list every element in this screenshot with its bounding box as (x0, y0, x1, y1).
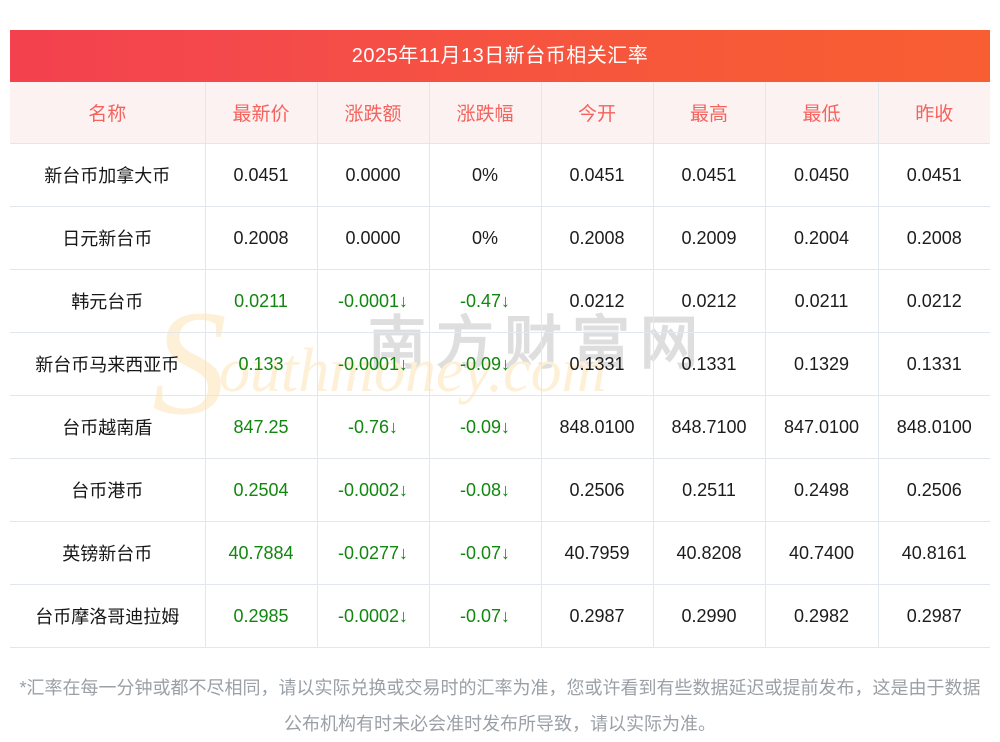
cell-high: 0.2990 (653, 584, 766, 648)
table-row[interactable]: 新台币马来西亚币 0.133 -0.0001↓ -0.09↓ 0.1331 0.… (10, 332, 990, 396)
cell-open: 0.2008 (541, 206, 654, 270)
cell-change: -0.0277↓ (317, 521, 430, 585)
cell-change-pct: -0.47↓ (429, 269, 542, 333)
cell-high: 0.2511 (653, 458, 766, 522)
table-row[interactable]: 台币港币 0.2504 -0.0002↓ -0.08↓ 0.2506 0.251… (10, 458, 990, 522)
column-header-open[interactable]: 今开 (541, 82, 654, 144)
cell-last-price: 0.2008 (205, 206, 318, 270)
cell-low: 847.0100 (765, 395, 879, 459)
cell-change-pct: -0.09↓ (429, 395, 542, 459)
cell-open: 0.0212 (541, 269, 654, 333)
table-row[interactable]: 韩元台币 0.0211 -0.0001↓ -0.47↓ 0.0212 0.021… (10, 269, 990, 333)
cell-open: 0.1331 (541, 332, 654, 396)
cell-last-price: 847.25 (205, 395, 318, 459)
cell-change: -0.0002↓ (317, 584, 430, 648)
cell-change: -0.0002↓ (317, 458, 430, 522)
cell-last-price: 0.0211 (205, 269, 318, 333)
column-header-low[interactable]: 最低 (765, 82, 879, 144)
cell-change-pct: -0.09↓ (429, 332, 542, 396)
cell-change: 0.0000 (317, 143, 430, 207)
cell-last-price: 0.2504 (205, 458, 318, 522)
cell-change-pct: -0.08↓ (429, 458, 542, 522)
cell-low: 0.2004 (765, 206, 879, 270)
cell-currency-name: 台币越南盾 (10, 395, 206, 459)
cell-low: 40.7400 (765, 521, 879, 585)
cell-low: 0.0450 (765, 143, 879, 207)
cell-currency-name: 韩元台币 (10, 269, 206, 333)
column-header-prev-close[interactable]: 昨收 (878, 82, 990, 144)
cell-low: 0.1329 (765, 332, 879, 396)
cell-prev-close: 0.1331 (878, 332, 990, 396)
cell-high: 0.0212 (653, 269, 766, 333)
exchange-rate-table: 名称 最新价 涨跌额 涨跌幅 今开 最高 最低 昨收 新台币加拿大币 0.045… (10, 82, 990, 648)
cell-high: 0.2009 (653, 206, 766, 270)
cell-change-pct: 0% (429, 143, 542, 207)
table-row[interactable]: 台币越南盾 847.25 -0.76↓ -0.09↓ 848.0100 848.… (10, 395, 990, 459)
page-title: 2025年11月13日新台币相关汇率 (10, 30, 990, 82)
cell-open: 848.0100 (541, 395, 654, 459)
column-header-change[interactable]: 涨跌额 (317, 82, 430, 144)
cell-currency-name: 台币摩洛哥迪拉姆 (10, 584, 206, 648)
cell-open: 0.2506 (541, 458, 654, 522)
table-row[interactable]: 日元新台币 0.2008 0.0000 0% 0.2008 0.2009 0.2… (10, 206, 990, 270)
cell-change: 0.0000 (317, 206, 430, 270)
cell-last-price: 0.133 (205, 332, 318, 396)
cell-high: 40.8208 (653, 521, 766, 585)
cell-change-pct: 0% (429, 206, 542, 270)
cell-low: 0.2982 (765, 584, 879, 648)
cell-open: 40.7959 (541, 521, 654, 585)
cell-low: 0.0211 (765, 269, 879, 333)
table-header-row: 名称 最新价 涨跌额 涨跌幅 今开 最高 最低 昨收 (10, 82, 990, 144)
cell-change: -0.0001↓ (317, 269, 430, 333)
table-row[interactable]: 新台币加拿大币 0.0451 0.0000 0% 0.0451 0.0451 0… (10, 143, 990, 207)
table-row[interactable]: 英镑新台币 40.7884 -0.0277↓ -0.07↓ 40.7959 40… (10, 521, 990, 585)
cell-last-price: 40.7884 (205, 521, 318, 585)
table-body: 新台币加拿大币 0.0451 0.0000 0% 0.0451 0.0451 0… (10, 143, 990, 648)
cell-prev-close: 0.2987 (878, 584, 990, 648)
cell-high: 848.7100 (653, 395, 766, 459)
cell-low: 0.2498 (765, 458, 879, 522)
cell-last-price: 0.0451 (205, 143, 318, 207)
cell-change: -0.0001↓ (317, 332, 430, 396)
cell-open: 0.2987 (541, 584, 654, 648)
column-header-high[interactable]: 最高 (653, 82, 766, 144)
cell-high: 0.1331 (653, 332, 766, 396)
disclaimer-note: *汇率在每一分钟或都不尽相同，请以实际兑换或交易时的汇率为准，您或许看到有些数据… (19, 678, 981, 734)
cell-currency-name: 英镑新台币 (10, 521, 206, 585)
cell-change-pct: -0.07↓ (429, 584, 542, 648)
cell-change: -0.76↓ (317, 395, 430, 459)
table-row[interactable]: 台币摩洛哥迪拉姆 0.2985 -0.0002↓ -0.07↓ 0.2987 0… (10, 584, 990, 648)
column-header-name[interactable]: 名称 (10, 82, 206, 144)
cell-currency-name: 台币港币 (10, 458, 206, 522)
table-header: 名称 最新价 涨跌额 涨跌幅 今开 最高 最低 昨收 (10, 82, 990, 144)
cell-prev-close: 0.0212 (878, 269, 990, 333)
cell-high: 0.0451 (653, 143, 766, 207)
cell-prev-close: 0.2506 (878, 458, 990, 522)
cell-currency-name: 日元新台币 (10, 206, 206, 270)
cell-prev-close: 40.8161 (878, 521, 990, 585)
cell-change-pct: -0.07↓ (429, 521, 542, 585)
cell-last-price: 0.2985 (205, 584, 318, 648)
cell-prev-close: 0.0451 (878, 143, 990, 207)
cell-currency-name: 新台币加拿大币 (10, 143, 206, 207)
column-header-change-pct[interactable]: 涨跌幅 (429, 82, 542, 144)
cell-prev-close: 848.0100 (878, 395, 990, 459)
cell-open: 0.0451 (541, 143, 654, 207)
cell-prev-close: 0.2008 (878, 206, 990, 270)
cell-currency-name: 新台币马来西亚币 (10, 332, 206, 396)
column-header-last-price[interactable]: 最新价 (205, 82, 318, 144)
